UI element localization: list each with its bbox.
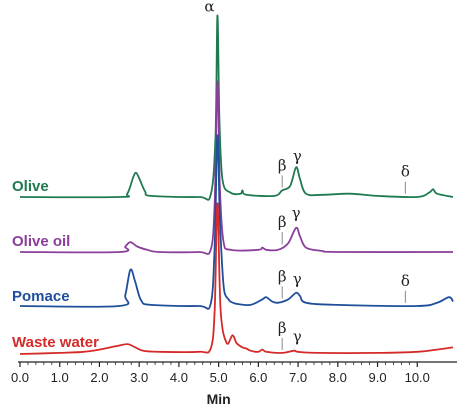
x-tick-label-8: 8.0 (329, 370, 347, 385)
x-tick-label-4: 4.0 (170, 370, 188, 385)
x-tick-label-10: 10.0 (405, 370, 430, 385)
peak-label-8: δ (401, 272, 410, 290)
series-label-pomace: Pomace (12, 288, 70, 305)
peak-label-5: γ (292, 204, 301, 222)
peak-label-1: β (278, 156, 287, 174)
peak-label-9: β (278, 319, 287, 337)
chromatogram-traces (19, 14, 454, 355)
x-tick-label-9: 9.0 (368, 370, 386, 385)
x-axis-title: Min (207, 391, 231, 407)
x-tick-label-7: 7.0 (289, 370, 307, 385)
x-tick-label-2: 2.0 (90, 370, 108, 385)
series-label-olive-oil: Olive oil (12, 233, 70, 250)
series-label-olive: Olive (12, 178, 49, 195)
peak-label-3: δ (401, 163, 410, 181)
x-tick-label-3: 3.0 (130, 370, 148, 385)
x-axis: 0.0 1.0 2.0 3.0 4.0 5.0 6.0 7.0 8.0 9.0 10.0 Min (11, 361, 457, 407)
trace-olive (19, 14, 454, 201)
x-ticks: 0.0 1.0 2.0 3.0 4.0 5.0 6.0 7.0 8.0 9.0 10.0 (11, 362, 430, 385)
trace-waste-water (19, 202, 454, 355)
x-tick-label-0: 0.0 (11, 370, 29, 385)
peak-label-10: γ (293, 328, 302, 346)
peak-label-2: γ (293, 147, 302, 165)
series-labels: Olive Olive oil Pomace Waste water (12, 178, 99, 351)
trace-pomace (19, 134, 454, 310)
series-label-waste-water: Waste water (12, 334, 99, 351)
peak-label-7: γ (293, 270, 302, 288)
x-tick-label-6: 6.0 (249, 370, 267, 385)
x-tick-label-5: 5.0 (210, 370, 228, 385)
peak-label-6: β (278, 267, 287, 285)
x-tick-label-1: 1.0 (51, 370, 69, 385)
peak-label-0: α (204, 0, 214, 16)
peak-label-4: β (278, 213, 287, 231)
trace-olive-oil (19, 80, 454, 255)
